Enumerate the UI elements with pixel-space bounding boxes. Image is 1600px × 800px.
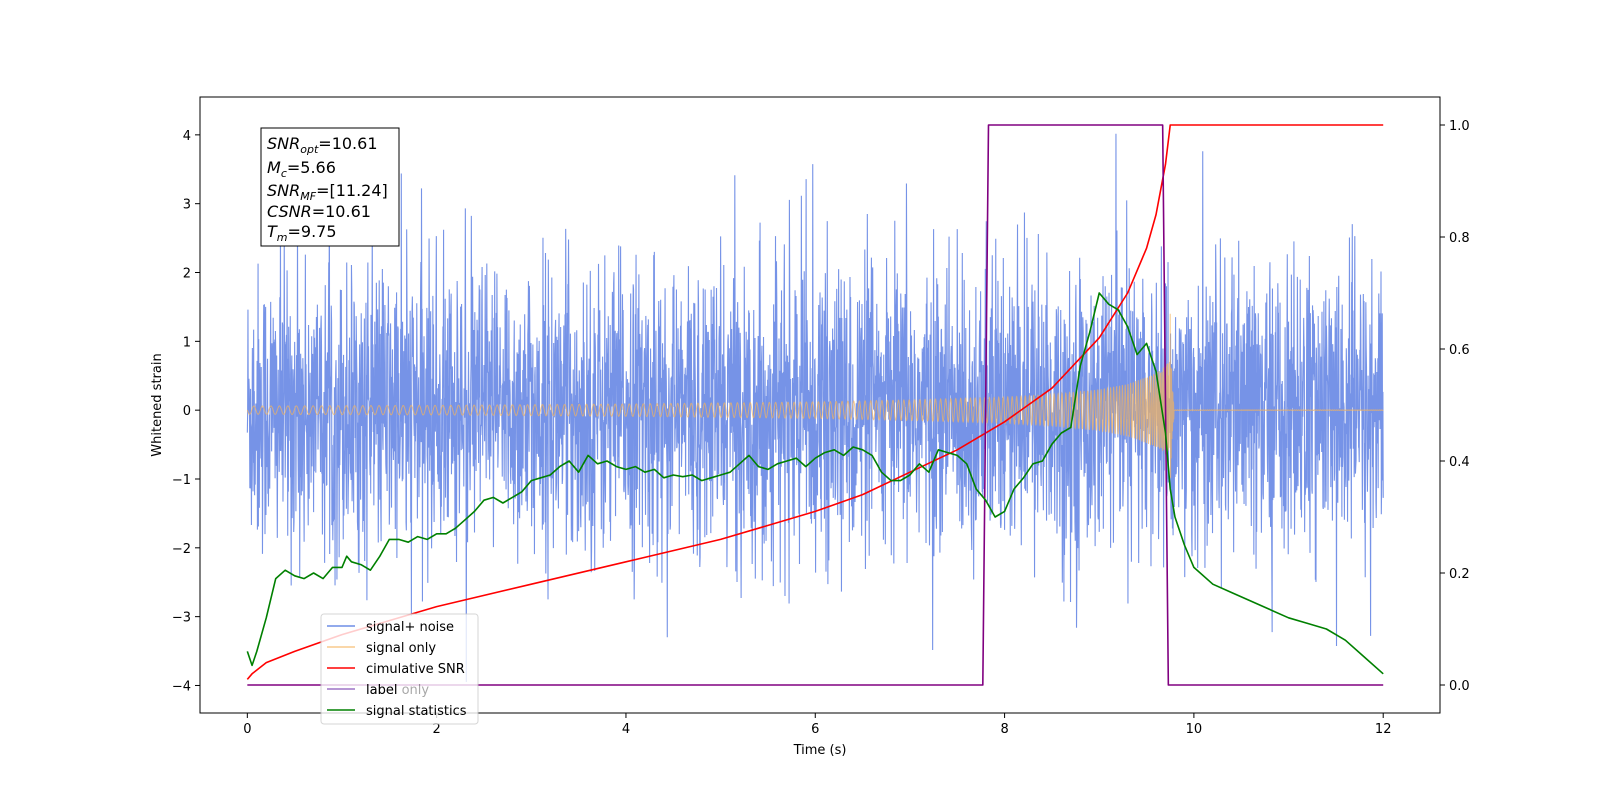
snr-mf-sub: MF: [300, 190, 316, 203]
tm-base: T: [267, 222, 278, 241]
y-axis-label: Whitened strain: [150, 353, 165, 456]
snr-opt-sub: opt: [300, 143, 319, 156]
x-tick-label: 12: [1375, 722, 1392, 737]
series-signal-only-line: [246, 313, 1384, 479]
csnr-value: =10.61: [312, 202, 371, 221]
annotation-snr-mf: SNRMF=[11.24]: [267, 181, 388, 203]
y2-tick-label: 0.0: [1449, 679, 1470, 694]
x-tick-label: 2: [433, 722, 441, 737]
y-tick-label: 1: [183, 335, 191, 350]
annotation-mc: Mc=5.66: [267, 158, 336, 180]
series-signal-statistics-line: [246, 292, 1384, 675]
x-tick-label: 8: [1000, 722, 1008, 737]
y2-tick-label: 0.8: [1449, 231, 1470, 246]
series-label-line: [247, 124, 1384, 686]
y-tick-label: 0: [183, 404, 191, 419]
y2-tick-label: 0.6: [1449, 343, 1470, 358]
legend-items: signal+ noise signal only cimulative SNR la…: [327, 620, 467, 719]
mc-sub: c: [281, 167, 287, 180]
snr-opt-base: SNR: [267, 134, 300, 153]
mc-base: M: [267, 158, 281, 177]
annotation-box: SNRopt=10.61 Mc=5.66 SNRMF=[11.24] CSNR=…: [260, 127, 400, 247]
y2-tick-label: 1.0: [1449, 119, 1470, 134]
legend: [320, 613, 479, 725]
x-tick-label: 0: [243, 722, 251, 737]
annotation-csnr: CSNR=10.61: [267, 202, 371, 221]
y-tick-label: 2: [183, 267, 191, 282]
y-tick-label: −2: [172, 542, 191, 557]
annotation-snr-opt: SNRopt=10.61: [267, 134, 378, 156]
x-tick-label: 4: [622, 722, 630, 737]
legend-label: label: [366, 683, 397, 698]
annotation-frame: [260, 127, 400, 247]
tm-sub: m: [277, 231, 288, 244]
y-tick-label: 4: [183, 129, 191, 144]
y2-tick-label: 0.2: [1449, 567, 1470, 582]
snr-mf-value: =[11.24]: [316, 181, 388, 200]
x-axis-label: Time (s): [793, 743, 847, 758]
y-tick-label: 3: [183, 198, 191, 213]
x-tick-label: 10: [1186, 722, 1203, 737]
legend-frame: [320, 613, 479, 725]
snr-opt-value: =10.61: [318, 134, 377, 153]
legend-label: label only: [366, 683, 429, 698]
mc-value: =5.66: [287, 158, 336, 177]
annotation-tm: Tm=9.75: [267, 222, 337, 244]
legend-label: cimulative SNR: [366, 662, 465, 677]
series-signal-noise-line: [246, 133, 1384, 683]
axes-frame: [199, 96, 1441, 714]
snr-mf-base: SNR: [267, 181, 300, 200]
tm-value: =9.75: [288, 222, 337, 241]
csnr-base: CSNR: [267, 202, 312, 221]
legend-label: signal statistics: [366, 704, 467, 719]
y-tick-label: −3: [172, 611, 191, 626]
legend-label: signal only: [366, 641, 436, 656]
x-tick-label: 6: [811, 722, 819, 737]
y2-tick-label: 0.4: [1449, 455, 1470, 470]
y-tick-label: −4: [172, 679, 191, 694]
legend-label: signal+ noise: [366, 620, 454, 635]
y-tick-label: −1: [172, 473, 191, 488]
